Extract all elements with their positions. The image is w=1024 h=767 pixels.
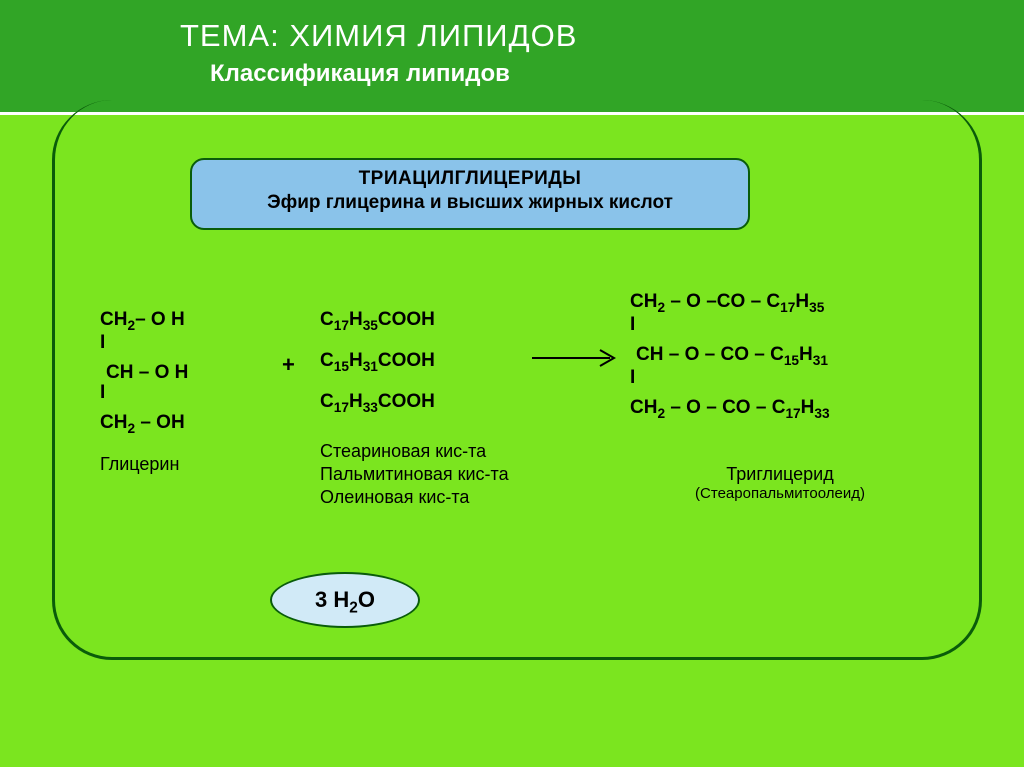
header-bar: ТЕМА: ХИМИЯ ЛИПИДОВ Классификация липидо… — [0, 0, 1024, 115]
glycerol-label: Глицерин — [100, 454, 290, 475]
definition-box: ТРИАЦИЛГЛИЦЕРИДЫ Эфир глицерина и высших… — [190, 158, 750, 230]
slide-title: ТЕМА: ХИМИЯ ЛИПИДОВ — [180, 18, 1024, 54]
definition-line1: ТРИАЦИЛГЛИЦЕРИДЫ — [202, 168, 738, 190]
product-label: Триглицерид (Стеаропальмитоолеид) — [630, 434, 930, 502]
acid-2: C15H31COOH — [320, 351, 540, 374]
acid-label-3: Олеиновая кис-та — [320, 487, 540, 508]
product-label-sub: (Стеаропальмитоолеид) — [630, 485, 930, 502]
water-byproduct: 3 H2O — [270, 572, 420, 628]
acid-1: C17H35COOH — [320, 310, 540, 333]
glycerol-line3: CH2 – OH — [100, 413, 290, 436]
glycerol-line1: CH2– O H — [100, 310, 290, 333]
bond-icon: I — [100, 382, 105, 403]
acid-label-1: Стеариновая кис-та — [320, 441, 540, 462]
glycerol-line2: CH – O H — [106, 363, 290, 383]
acid-label-2: Пальмитиновая кис-та — [320, 464, 540, 485]
product-line1: CH2 – O –CO – C17H35 — [630, 292, 960, 315]
slide-subtitle: Классификация липидов — [210, 60, 1024, 88]
product-label-main: Триглицерид — [630, 464, 930, 485]
product-line3: CH2 – O – CO – C17H33 — [630, 398, 960, 421]
glycerol-column: CH2– O H I CH – O H I CH2 – OH Глицерин — [100, 310, 290, 475]
product-column: CH2 – O –CO – C17H35 I CH – O – CO – C15… — [630, 292, 960, 421]
product-line2: CH – O – CO – C15H31 — [636, 345, 960, 368]
acid-3: C17H33COOH — [320, 392, 540, 415]
acids-column: C17H35COOH C15H31COOH C17H33COOH Стеарин… — [320, 310, 540, 508]
bond-icon: I — [630, 367, 635, 388]
plus-sign: + — [282, 352, 295, 378]
bond-icon: I — [630, 314, 635, 335]
definition-line2: Эфир глицерина и высших жирных кислот — [202, 192, 738, 214]
bond-icon: I — [100, 332, 105, 353]
slide: ТЕМА: ХИМИЯ ЛИПИДОВ Классификация липидо… — [0, 0, 1024, 767]
reaction-arrow-icon — [530, 346, 620, 370]
